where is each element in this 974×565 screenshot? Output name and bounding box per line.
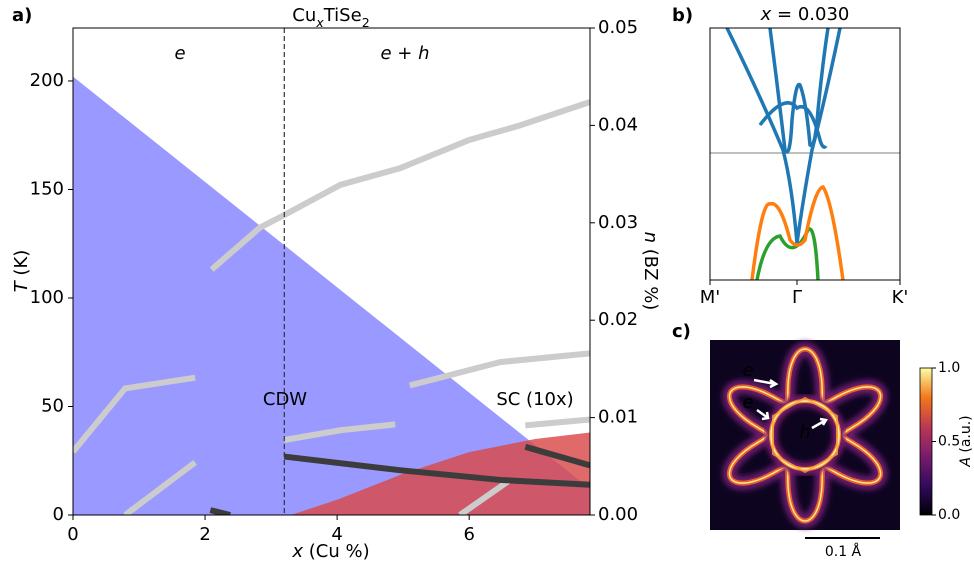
x-axis-label-part: x [291,541,303,562]
panel-label: b) [672,5,693,26]
density-curve [525,420,590,426]
y2-tick-label: 0.03 [598,212,638,233]
x-axis-label: x (Cu %) [291,541,369,562]
colorbar-tick-label: 0.5 [938,434,960,450]
band-curves [710,28,900,280]
chart-title-part: 2 [362,15,370,30]
y-axis-label: T (K) [11,250,32,293]
annotation: e [742,360,753,381]
figure: 02460501001502000.000.010.020.030.040.05… [0,0,974,565]
x-tick-label: M' [700,287,720,308]
y-tick-label: 100 [30,287,64,308]
x-tick-label: 2 [199,524,210,545]
y2-tick-label: 0.04 [598,114,638,135]
chart-title-part: Cu [292,5,316,26]
y-tick-label: 150 [30,178,64,199]
y2-axis-label: n (BZ %) [640,232,661,311]
y-tick-label: 0 [53,504,64,525]
x-tick-label: 0 [67,524,78,545]
scale-bar-label: 0.1 Å [825,543,862,560]
chart-title: CuxTiSe2 [292,5,369,30]
y2-tick-label: 0.02 [598,309,638,330]
panel-label: c) [672,321,691,342]
colorbar-tick-label: 1.0 [938,360,960,376]
y2-tick-label: 0.05 [598,17,638,38]
colorbar-label-part: (a.u.) [958,415,974,457]
annotation: h [799,422,810,443]
annotation: e + h [380,43,429,64]
x-tick-label: K' [892,287,909,308]
y-tick-label: 200 [30,70,64,91]
annotation: e [742,392,753,413]
x-axis-label-part: (Cu %) [303,541,370,562]
chart-title-part: = 0.030 [771,4,849,25]
region-label: SC (10x) [496,389,573,410]
annotation: e [174,43,185,64]
x-tick-label: Γ [792,287,802,308]
region-label: CDW [263,389,307,410]
colorbar-label-part: A [958,457,974,468]
y2-axis-label-part: (BZ %) [640,243,661,310]
colorbar-tick-label: 0.0 [938,507,960,523]
y-tick-label: 50 [41,395,64,416]
x-tick-label: 6 [463,524,474,545]
colorbar [920,368,932,515]
chart-title-part: TiSe [323,5,362,26]
y-axis-label-part: (K) [11,250,32,282]
panel-label: a) [12,5,32,26]
y2-tick-label: 0.00 [598,504,638,525]
chart-title-part: x [760,4,772,25]
plot-area [73,77,590,515]
y2-tick-label: 0.01 [598,407,638,428]
colorbar-label: A (a.u.) [958,415,974,467]
y2-axis-label-part: n [640,232,661,243]
chart-title: x = 0.030 [760,4,850,25]
